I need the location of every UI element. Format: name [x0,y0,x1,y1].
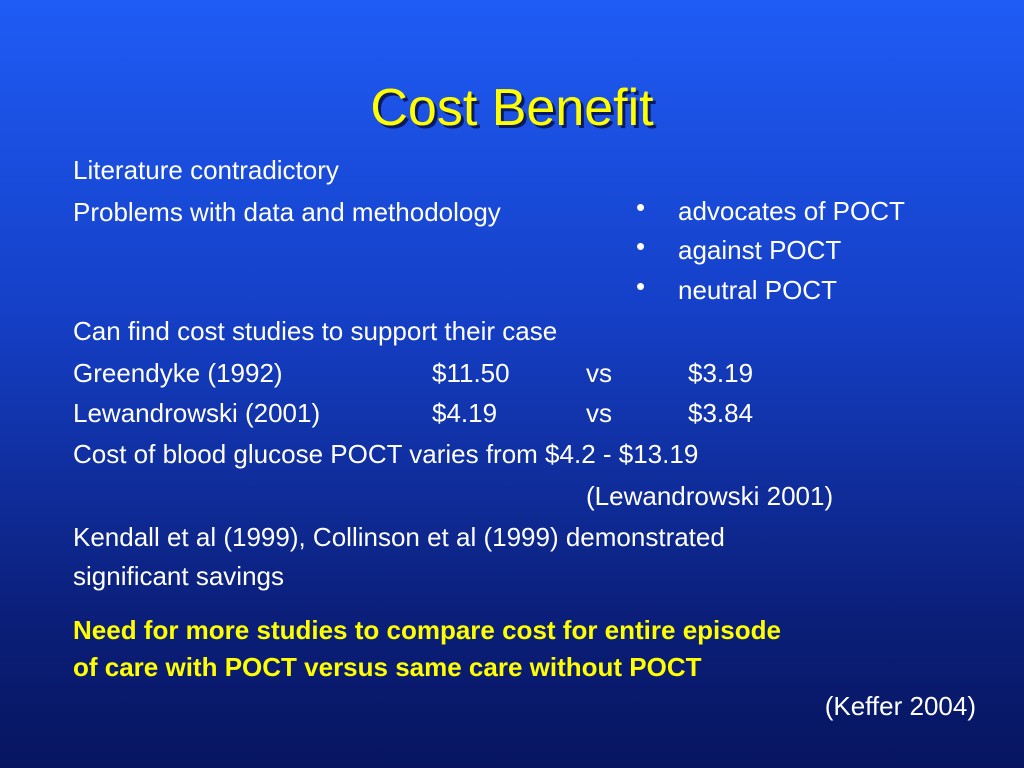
bullet-item: neutral POCT [678,275,837,305]
bullet-dot: • [636,271,646,301]
text-line: Can find cost studies to support their c… [73,316,558,346]
citation: (Keffer 2004) [824,691,976,721]
citation: (Lewandrowski 2001) [586,481,834,511]
bullet-dot: • [636,192,646,222]
text-line: Cost of blood glucose POCT varies from $… [73,439,699,469]
text-line: significant savings [73,561,284,591]
bullet-dot: • [636,231,646,261]
study-name: Greendyke (1992) [73,358,283,388]
bullet-item: against POCT [678,235,842,265]
study-name: Lewandrowski (2001) [73,398,321,428]
text-line: Problems with data and methodology [73,197,501,227]
vs-label: vs [586,358,612,388]
cost-value: $11.50 [432,358,510,388]
vs-label: vs [586,398,612,428]
text-line: Literature contradictory [73,155,339,185]
slide-title: Cost Benefit [370,79,654,137]
highlight-line: of care with POCT versus same care witho… [73,652,702,682]
highlight-line: Need for more studies to compare cost fo… [73,615,781,645]
cost-value: $3.84 [688,398,754,428]
text-line: Kendall et al (1999), Collinson et al (1… [73,522,725,552]
cost-value: $4.19 [432,398,498,428]
bullet-item: advocates of POCT [678,196,905,226]
cost-value: $3.19 [688,358,754,388]
